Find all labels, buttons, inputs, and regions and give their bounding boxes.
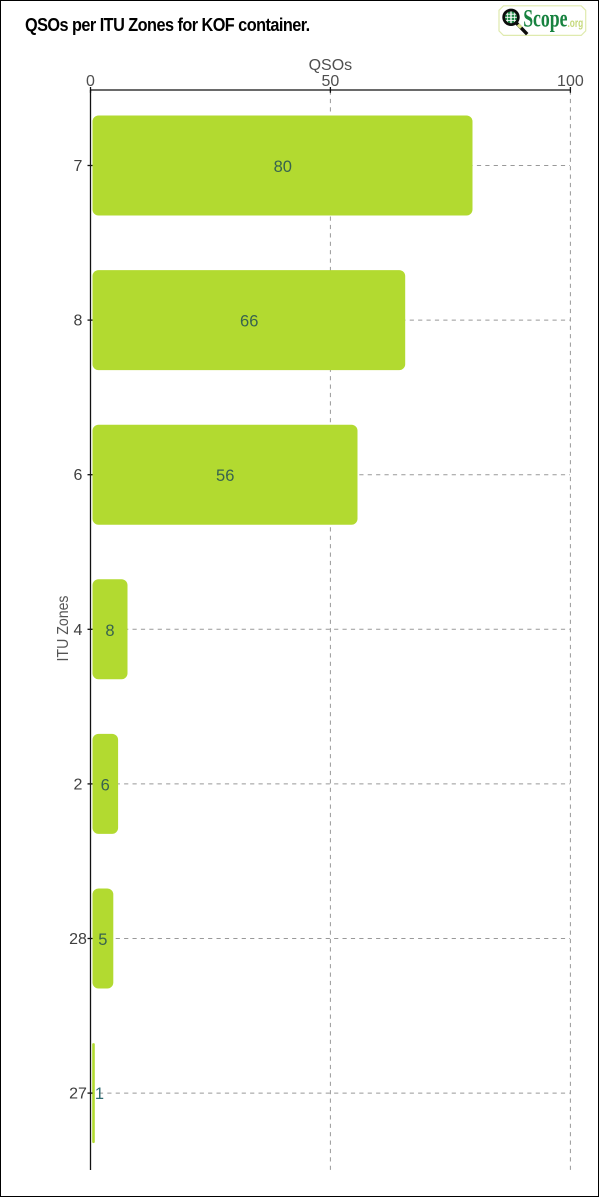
- svg-text:100: 100: [557, 73, 584, 90]
- svg-text:4: 4: [74, 622, 83, 639]
- svg-text:Scope: Scope: [523, 4, 567, 33]
- svg-text:6: 6: [101, 776, 110, 794]
- svg-text:.org: .org: [568, 18, 584, 30]
- svg-text:7: 7: [74, 158, 83, 175]
- svg-text:8: 8: [105, 622, 114, 640]
- svg-text:QSOs: QSOs: [309, 57, 353, 74]
- svg-text:28: 28: [69, 931, 87, 948]
- svg-text:5: 5: [98, 931, 107, 949]
- svg-text:2: 2: [74, 776, 83, 793]
- svg-text:8: 8: [74, 313, 83, 330]
- svg-text:1: 1: [95, 1085, 104, 1103]
- svg-text:80: 80: [274, 158, 292, 176]
- svg-text:6: 6: [74, 467, 83, 484]
- svg-text:27: 27: [69, 1086, 87, 1103]
- svg-text:0: 0: [86, 73, 95, 90]
- svg-text:66: 66: [240, 313, 258, 331]
- svg-text:ITU Zones: ITU Zones: [55, 596, 72, 662]
- svg-text:50: 50: [322, 73, 340, 90]
- svg-text:56: 56: [216, 467, 234, 485]
